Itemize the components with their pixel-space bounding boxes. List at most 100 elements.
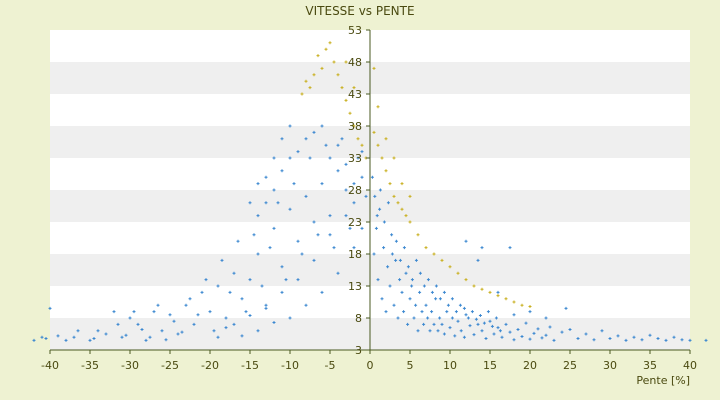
- data-point: [459, 329, 463, 333]
- data-point: [498, 329, 502, 333]
- data-point: [432, 252, 436, 256]
- data-point: [456, 319, 460, 323]
- x-tick-label: 40: [683, 359, 697, 372]
- x-tick-label: -40: [41, 359, 59, 372]
- data-point: [500, 335, 504, 339]
- data-point: [336, 271, 340, 275]
- data-point: [445, 310, 449, 314]
- data-point: [464, 313, 468, 317]
- data-point: [352, 246, 356, 250]
- data-point: [272, 188, 276, 192]
- data-point: [656, 336, 660, 340]
- data-point: [384, 137, 388, 141]
- data-point: [204, 278, 208, 282]
- data-point: [486, 310, 490, 314]
- data-point: [352, 182, 356, 186]
- data-point: [426, 278, 430, 282]
- data-point: [584, 332, 588, 336]
- data-point: [328, 214, 332, 218]
- x-tick-label: -25: [161, 359, 179, 372]
- data-point: [392, 303, 396, 307]
- data-point: [496, 294, 500, 298]
- data-point: [688, 338, 692, 342]
- data-point: [404, 271, 408, 275]
- data-point: [40, 335, 44, 339]
- data-point: [704, 338, 708, 342]
- data-point: [124, 333, 128, 337]
- data-point: [376, 105, 380, 109]
- y-tick-label: 53: [348, 24, 362, 37]
- data-point: [402, 310, 406, 314]
- data-point: [456, 271, 460, 275]
- data-point: [428, 329, 432, 333]
- data-point: [450, 316, 454, 320]
- data-point: [536, 327, 540, 331]
- data-point: [472, 333, 476, 337]
- y-tick-label: 23: [348, 216, 362, 229]
- data-point: [104, 332, 108, 336]
- data-point: [400, 290, 404, 294]
- data-point: [418, 271, 422, 275]
- data-point: [422, 284, 426, 288]
- data-point: [446, 303, 450, 307]
- data-point: [496, 326, 500, 330]
- data-point: [400, 182, 404, 186]
- x-tick-label: 15: [483, 359, 497, 372]
- data-point: [398, 258, 402, 262]
- data-point: [240, 297, 244, 301]
- data-point: [344, 60, 348, 64]
- data-point: [264, 306, 268, 310]
- data-point: [248, 278, 252, 282]
- data-point: [356, 137, 360, 141]
- data-point: [356, 156, 360, 160]
- data-point: [412, 316, 416, 320]
- x-tick-label: -35: [81, 359, 99, 372]
- data-point: [476, 258, 480, 262]
- data-point: [442, 290, 446, 294]
- data-point: [482, 321, 486, 325]
- data-point: [140, 328, 144, 332]
- data-point: [472, 284, 476, 288]
- data-point: [528, 304, 532, 308]
- data-point: [480, 287, 484, 291]
- data-point: [332, 60, 336, 64]
- data-point: [414, 258, 418, 262]
- data-point: [448, 265, 452, 269]
- data-point: [280, 265, 284, 269]
- data-point: [408, 194, 412, 198]
- data-point: [344, 98, 348, 102]
- data-point: [344, 214, 348, 218]
- data-point: [466, 316, 470, 320]
- data-point: [116, 322, 120, 326]
- y-tick-label: 18: [348, 248, 362, 261]
- data-point: [96, 329, 100, 333]
- data-point: [248, 201, 252, 205]
- data-point: [352, 86, 356, 90]
- data-point: [312, 220, 316, 224]
- data-point: [528, 310, 532, 314]
- data-point: [360, 150, 364, 154]
- series-0: [32, 124, 708, 342]
- data-point: [224, 326, 228, 330]
- data-point: [564, 306, 568, 310]
- data-point: [240, 334, 244, 338]
- data-point: [136, 322, 140, 326]
- data-point: [228, 290, 232, 294]
- data-point: [680, 338, 684, 342]
- data-point: [388, 284, 392, 288]
- data-point: [664, 338, 668, 342]
- data-point: [406, 322, 410, 326]
- data-point: [48, 306, 52, 310]
- data-point: [324, 143, 328, 147]
- data-point: [380, 156, 384, 160]
- data-point: [458, 303, 462, 307]
- data-point: [340, 137, 344, 141]
- data-point: [592, 338, 596, 342]
- data-point: [304, 194, 308, 198]
- data-point: [454, 310, 458, 314]
- data-point: [496, 290, 500, 294]
- data-point: [396, 316, 400, 320]
- data-point: [372, 130, 376, 134]
- data-point: [232, 322, 236, 326]
